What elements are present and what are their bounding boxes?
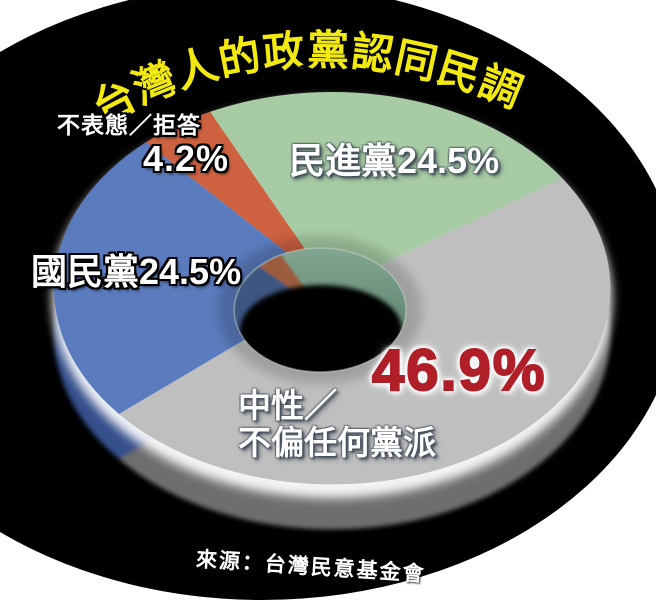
undecided-slice-value: 4.2% bbox=[143, 138, 230, 179]
neutral-slice-label-line1: 中性／ bbox=[238, 387, 337, 424]
dpp-slice-label: 民進黨24.5% bbox=[289, 140, 500, 181]
kmt-slice-label: 國民黨24.5% bbox=[31, 251, 242, 292]
undecided-slice-label: 不表態／拒答 bbox=[57, 112, 201, 138]
neutral-slice-label-line2: 不偏任何黨派 bbox=[238, 424, 436, 461]
donut-hole bbox=[234, 248, 406, 372]
neutral-slice-value: 46.9% bbox=[371, 338, 547, 403]
pie-slice-kmt bbox=[53, 142, 333, 415]
hole-rim-edge bbox=[233, 247, 407, 373]
hole-bottom bbox=[240, 285, 402, 372]
